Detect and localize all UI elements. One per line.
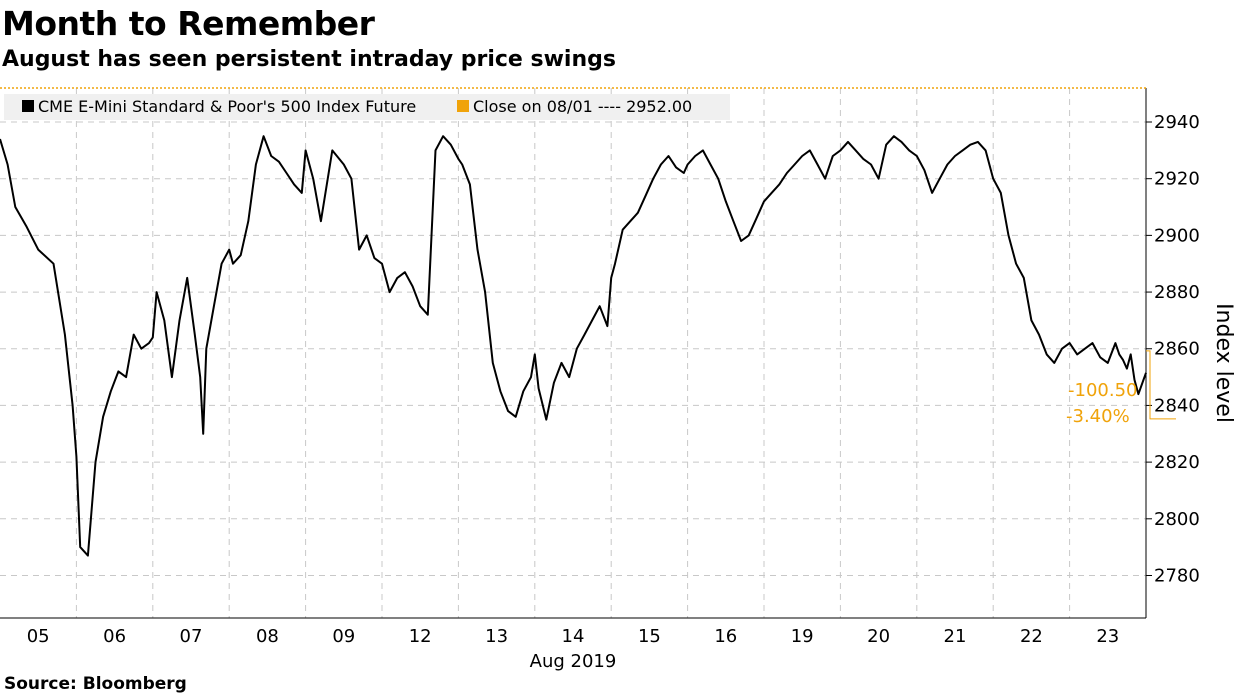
change-annotation: -100.50 -3.40% xyxy=(1066,350,1176,427)
y-tick-labels: 2780 2800 2820 2840 2860 2880 2900 2920 2940 xyxy=(1146,112,1200,586)
x-tick-label: 16 xyxy=(714,626,737,647)
y-tick-label: 2820 xyxy=(1154,452,1200,473)
y-tick-label: 2880 xyxy=(1154,282,1200,303)
y-tick-label: 2920 xyxy=(1154,169,1200,190)
y-tick-label: 2860 xyxy=(1154,339,1200,360)
x-tick-label: 05 xyxy=(27,626,50,647)
legend-entry-series: CME E-Mini Standard & Poor's 500 Index F… xyxy=(38,97,416,116)
grid-lines xyxy=(0,88,1146,618)
source-note: Source: Bloomberg xyxy=(4,674,187,694)
legend-swatch-series xyxy=(22,100,34,112)
y-tick-label: 2940 xyxy=(1154,112,1200,133)
legend-entry-reference: Close on 08/01 ---- 2952.00 xyxy=(473,97,692,116)
legend: CME E-Mini Standard & Poor's 500 Index F… xyxy=(4,94,730,120)
series-line-es-future xyxy=(0,135,1147,557)
change-bracket xyxy=(1146,350,1176,420)
x-tick-label: 06 xyxy=(103,626,126,647)
x-tick-label: 23 xyxy=(1096,626,1119,647)
x-tick-label: 14 xyxy=(562,626,585,647)
x-tick-label: 12 xyxy=(409,626,432,647)
x-tick-label: 15 xyxy=(638,626,661,647)
x-tick-label: 22 xyxy=(1020,626,1043,647)
x-tick-label: 21 xyxy=(944,626,967,647)
annotation-percent-change: -3.40% xyxy=(1066,406,1130,427)
y-tick-label: 2780 xyxy=(1154,565,1200,586)
annotation-points-change: -100.50 xyxy=(1068,380,1137,401)
x-tick-label: 08 xyxy=(256,626,279,647)
y-axis-label: Index level xyxy=(1211,303,1236,423)
y-tick-label: 2900 xyxy=(1154,225,1200,246)
x-tick-label: 09 xyxy=(332,626,355,647)
chart-subtitle: August has seen persistent intraday pric… xyxy=(2,47,616,72)
legend-swatch-reference xyxy=(457,100,469,112)
x-axis-label: Aug 2019 xyxy=(530,651,617,672)
x-tick-label: 20 xyxy=(867,626,890,647)
chart-title: Month to Remember xyxy=(2,4,375,43)
y-tick-label: 2800 xyxy=(1154,509,1200,530)
x-tick-label: 07 xyxy=(180,626,203,647)
legend-background xyxy=(4,94,730,120)
y-tick-label: 2840 xyxy=(1154,395,1200,416)
axes xyxy=(0,88,1147,619)
x-tick-label: 19 xyxy=(791,626,814,647)
x-tick-label: 13 xyxy=(485,626,508,647)
x-tick-labels: 05 06 07 08 09 12 13 14 15 16 19 20 21 22 23 xyxy=(27,626,1120,647)
